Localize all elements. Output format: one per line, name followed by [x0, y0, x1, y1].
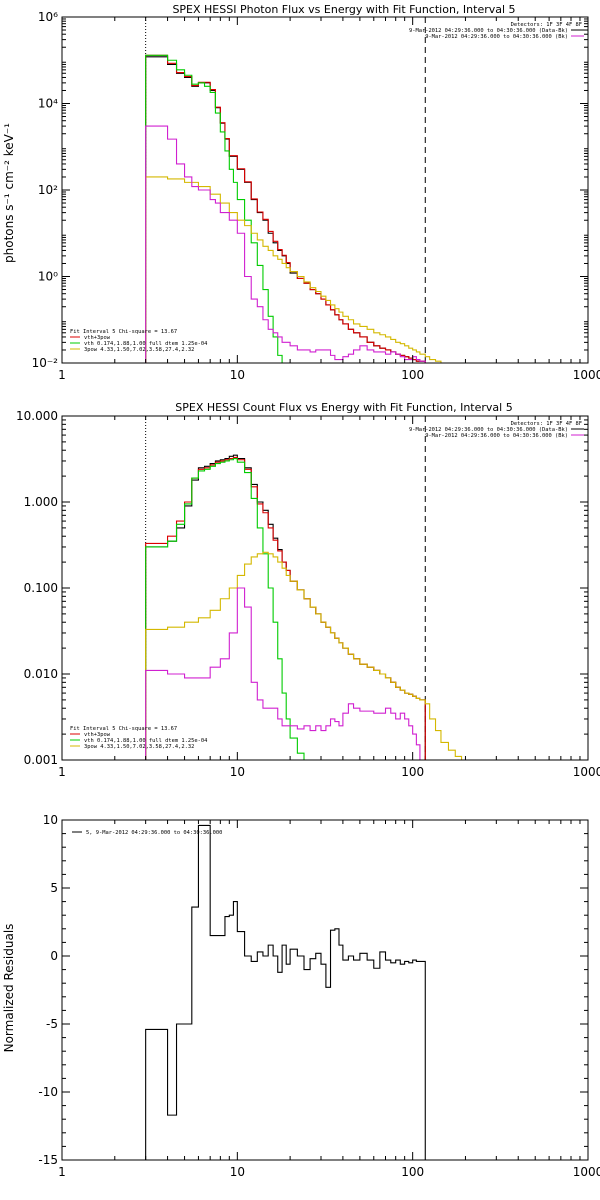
count-flux-title: SPEX HESSI Count Flux vs Energy with Fit… [175, 401, 512, 414]
count-flux-x-tick-label: 10 [230, 765, 245, 779]
photon-flux-legend-bottom-entry: vth 0.174,1.88,1.00 full dtem 1.25e-04 [84, 341, 207, 347]
photon-flux-y-tick-label: 10⁶ [38, 10, 58, 24]
residuals-series-group [145, 824, 426, 1160]
photon-flux-x-tick-label: 100 [401, 368, 424, 382]
residuals-x-tick-label: 1000 [573, 1165, 600, 1179]
count-flux-legend-bottom-header: Fit Interval 5 Chi-square = 13.67 [70, 726, 177, 732]
residuals-y-tick-label: -15 [38, 1153, 58, 1167]
residuals-series-5-9-mar-2012-04-29-36-000-to-04-30-36-00 [145, 824, 426, 1160]
photon-flux-legend-top-header: Detectors: 1F 3F 4F 8F [511, 22, 582, 28]
photon-flux-x-tick-label: 10 [230, 368, 245, 382]
count-flux-panel: SPEX HESSI Count Flux vs Energy with Fit… [16, 401, 600, 779]
photon-flux-x-tick-label: 1000 [573, 368, 600, 382]
photon-flux-y-tick-label: 10⁻² [32, 356, 59, 370]
photon-flux-axes: 1 10 100 1000 10⁻² 10⁰ 10² 10⁴ 10⁶ [32, 10, 600, 382]
photon-flux-title: SPEX HESSI Photon Flux vs Energy with Fi… [172, 3, 515, 16]
residuals-legend-top: 5, 9-Mar-2012 04:29:36.000 to 04:30:36.0… [72, 830, 222, 836]
residuals-y-tick-label: -5 [46, 1017, 58, 1031]
photon-flux-series-3pow-4-33-1-50-7-02-3-58-27-4-2-32 [145, 176, 450, 363]
count-flux-series-3pow-4-33-1-50-7-02-3-58-27-4-2-32 [145, 551, 470, 760]
count-flux-series-group [145, 416, 470, 760]
residuals-y-tick-label: 0 [50, 949, 58, 963]
residuals-panel: Normalized Residuals 1 10 100 1000 -15 -10 -5 0… [2, 813, 600, 1179]
count-flux-series-vth-0-174-1-88-1-00-full-dtem-1-25e-04 [145, 458, 305, 760]
residuals-y-tick-label: -10 [38, 1085, 58, 1099]
photon-flux-plot-frame [61, 16, 589, 364]
count-flux-x-tick-label: 1 [58, 765, 66, 779]
photon-flux-y-tick-label: 10⁰ [38, 270, 58, 284]
count-flux-legend-top-entry: 9-Mar-2012 04:29:36.000 to 04:30:36.000 … [409, 427, 568, 433]
count-flux-legend-bottom-entry: 3pow 4.33,1.50,7.02,3.58,27.4,2.32 [84, 744, 194, 750]
count-flux-legend-top-entry: 9-Mar-2012 04:29:36.000 to 04:30:36.000 … [425, 433, 568, 439]
residuals-legend-entry: 5, 9-Mar-2012 04:29:36.000 to 04:30:36.0… [86, 830, 222, 836]
count-flux-y-tick-label: 0.001 [24, 753, 58, 767]
photon-flux-series-group [145, 17, 450, 363]
count-flux-y-tick-label: 0.100 [24, 581, 58, 595]
photon-flux-legend-top: Detectors: 1F 3F 4F 8F9-Mar-2012 04:29:3… [409, 22, 584, 40]
photon-flux-series-9-mar-2012-04-29-36-000-to-04-30-36-000- [145, 125, 426, 363]
photon-flux-panel: SPEX HESSI Photon Flux vs Energy with Fi… [2, 3, 600, 382]
count-flux-legend-bottom: Fit Interval 5 Chi-square = 13.67vth+3po… [70, 726, 207, 750]
count-flux-plot-frame [61, 415, 589, 761]
photon-flux-x-tick-label: 1 [58, 368, 66, 382]
residuals-y-tick-label: 5 [50, 881, 58, 895]
residuals-y-tick-label: 10 [43, 813, 58, 827]
count-flux-series-9-mar-2012-04-29-36-000-to-04-30-36-000- [145, 587, 426, 760]
photon-flux-y-tick-label: 10⁴ [38, 97, 58, 111]
count-flux-legend-bottom-entry: vth+3pow [84, 732, 111, 738]
count-flux-y-tick-label: 1.000 [24, 495, 58, 509]
photon-flux-legend-top-entry: 9-Mar-2012 04:29:36.000 to 04:30:36.000 … [409, 28, 568, 34]
residuals-x-tick-label: 10 [230, 1165, 245, 1179]
photon-flux-series-vth-0-174-1-88-1-00-full-dtem-1-25e-04 [145, 54, 283, 363]
photon-flux-y-axis-label: photons s⁻¹ cm⁻² keV⁻¹ [2, 123, 16, 263]
residuals-axes: 1 10 100 1000 -15 -10 -5 0 5 10 [38, 813, 600, 1179]
photon-flux-legend-top-entry: 9-Mar-2012 04:29:36.000 to 04:30:36.000 … [425, 34, 568, 40]
photon-flux-legend-bottom-entry: vth+3pow [84, 335, 111, 341]
residuals-x-tick-label: 100 [401, 1165, 424, 1179]
count-flux-y-tick-label: 0.010 [24, 667, 58, 681]
count-flux-axes: 1 10 100 1000 0.001 0.010 0.100 1.000 10.000 [16, 409, 600, 779]
count-flux-y-tick-label: 10.000 [16, 409, 58, 423]
count-flux-legend-top-header: Detectors: 1F 3F 4F 8F [511, 421, 582, 427]
count-flux-x-tick-label: 100 [401, 765, 424, 779]
photon-flux-legend-bottom-header: Fit Interval 5 Chi-square = 13.67 [70, 329, 177, 335]
count-flux-x-tick-label: 1000 [573, 765, 600, 779]
photon-flux-legend-bottom-entry: 3pow 4.33,1.50,7.02,3.58,27.4,2.32 [84, 347, 194, 353]
photon-flux-y-tick-label: 10² [38, 183, 58, 197]
residuals-y-axis-label: Normalized Residuals [2, 924, 16, 1053]
photon-flux-legend-bottom: Fit Interval 5 Chi-square = 13.67vth+3po… [70, 329, 207, 353]
residuals-plot-frame [61, 819, 589, 1161]
count-flux-legend-top: Detectors: 1F 3F 4F 8F9-Mar-2012 04:29:3… [409, 421, 584, 439]
residuals-x-tick-label: 1 [58, 1165, 66, 1179]
count-flux-legend-bottom-entry: vth 0.174,1.88,1.00 full dtem 1.25e-04 [84, 738, 207, 744]
